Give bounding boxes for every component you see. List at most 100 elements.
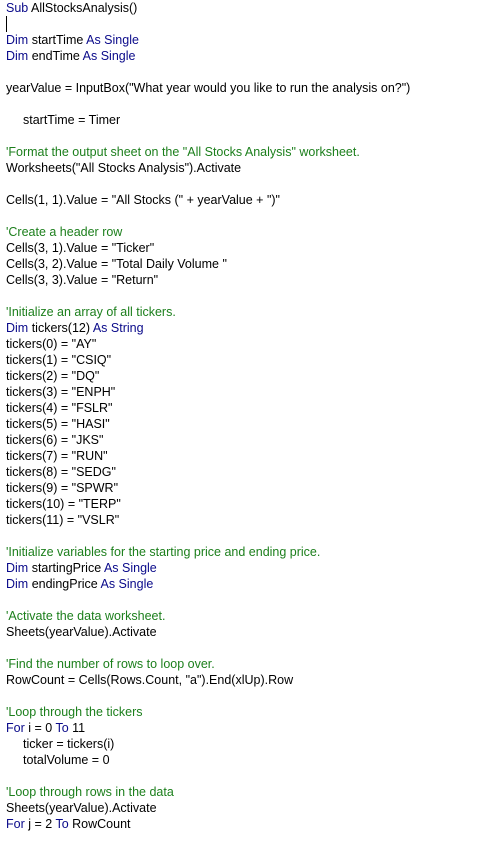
code-token: 11	[68, 721, 86, 735]
code-line[interactable]: tickers(6) = "JKS"	[6, 432, 484, 448]
code-line[interactable]: RowCount = Cells(Rows.Count, "a").End(xl…	[6, 672, 484, 688]
code-line[interactable]: 'Format the output sheet on the "All Sto…	[6, 144, 484, 160]
code-line[interactable]: Cells(3, 3).Value = "Return"	[6, 272, 484, 288]
blank-line[interactable]	[6, 768, 484, 784]
blank-line[interactable]	[6, 128, 484, 144]
blank-line[interactable]	[6, 688, 484, 704]
code-line[interactable]: 'Create a header row	[6, 224, 484, 240]
code-line[interactable]: Sheets(yearValue).Activate	[6, 624, 484, 640]
code-token: startingPrice	[28, 561, 104, 575]
blank-line[interactable]	[6, 288, 484, 304]
comment-token: 'Create a header row	[6, 225, 123, 239]
keyword-token: Dim	[6, 577, 29, 591]
code-line[interactable]: For j = 2 To RowCount	[6, 816, 484, 832]
blank-line[interactable]	[6, 16, 484, 32]
blank-line[interactable]	[6, 96, 484, 112]
code-line[interactable]: Cells(1, 1).Value = "All Stocks (" + yea…	[6, 192, 484, 208]
code-token: Sheets(yearValue).Activate	[6, 625, 157, 639]
code-line[interactable]: 'Initialize an array of all tickers.	[6, 304, 484, 320]
code-token: tickers(2) = "DQ"	[6, 369, 100, 383]
blank-line[interactable]	[6, 176, 484, 192]
code-line[interactable]: tickers(11) = "VSLR"	[6, 512, 484, 528]
code-line[interactable]: tickers(2) = "DQ"	[6, 368, 484, 384]
code-line[interactable]: Cells(3, 2).Value = "Total Daily Volume …	[6, 256, 484, 272]
code-token: tickers(4) = "FSLR"	[6, 401, 113, 415]
comment-token: 'Format the output sheet on the "All Sto…	[6, 145, 360, 159]
code-token: tickers(0) = "AY"	[6, 337, 97, 351]
blank-line[interactable]	[6, 208, 484, 224]
code-token: Sheets(yearValue).Activate	[6, 801, 157, 815]
code-line[interactable]: 'Loop through the tickers	[6, 704, 484, 720]
code-token: tickers(5) = "HASI"	[6, 417, 110, 431]
code-lines[interactable]: Sub AllStocksAnalysis() Dim startTime As …	[6, 0, 484, 832]
code-line[interactable]: tickers(7) = "RUN"	[6, 448, 484, 464]
code-token: AllStocksAnalysis()	[28, 1, 138, 15]
comment-token: 'Loop through rows in the data	[6, 785, 174, 799]
blank-line[interactable]	[6, 528, 484, 544]
code-line[interactable]: tickers(10) = "TERP"	[6, 496, 484, 512]
code-line[interactable]: Sub AllStocksAnalysis()	[6, 0, 484, 16]
code-token: Cells(3, 1).Value = "Ticker"	[6, 241, 155, 255]
code-line[interactable]: tickers(9) = "SPWR"	[6, 480, 484, 496]
keyword-token: Sub	[6, 1, 29, 15]
code-token: tickers(10) = "TERP"	[6, 497, 121, 511]
code-token: startTime	[28, 33, 87, 47]
keyword-token: Dim	[6, 49, 29, 63]
code-line[interactable]: totalVolume = 0	[6, 752, 484, 768]
keyword-token: To	[55, 817, 69, 831]
keyword-token: Dim	[6, 561, 29, 575]
code-line[interactable]: Dim endingPrice As Single	[6, 576, 484, 592]
keyword-token: To	[55, 721, 69, 735]
code-token: tickers(7) = "RUN"	[6, 449, 108, 463]
code-token: RowCount = Cells(Rows.Count, "a").End(xl…	[6, 673, 294, 687]
code-token: tickers(3) = "ENPH"	[6, 385, 116, 399]
code-line[interactable]: Dim startingPrice As Single	[6, 560, 484, 576]
code-line[interactable]: Dim endTime As Single	[6, 48, 484, 64]
keyword-token: Dim	[6, 321, 29, 335]
code-token: yearValue = InputBox("What year would yo…	[6, 81, 411, 95]
keyword-token: Dim	[6, 33, 29, 47]
code-line[interactable]: 'Loop through rows in the data	[6, 784, 484, 800]
code-line[interactable]: yearValue = InputBox("What year would yo…	[6, 80, 484, 96]
keyword-token: As Single	[86, 33, 139, 47]
code-line[interactable]: ticker = tickers(i)	[6, 736, 484, 752]
keyword-token: As String	[92, 321, 144, 335]
code-line[interactable]: tickers(0) = "AY"	[6, 336, 484, 352]
code-line[interactable]: tickers(5) = "HASI"	[6, 416, 484, 432]
code-line[interactable]: Dim startTime As Single	[6, 32, 484, 48]
code-line[interactable]: Cells(3, 1).Value = "Ticker"	[6, 240, 484, 256]
code-line[interactable]: tickers(1) = "CSIQ"	[6, 352, 484, 368]
code-line[interactable]: startTime = Timer	[6, 112, 484, 128]
code-token: endingPrice	[28, 577, 101, 591]
code-line[interactable]: 'Initialize variables for the starting p…	[6, 544, 484, 560]
code-token: tickers(6) = "JKS"	[6, 433, 104, 447]
keyword-token: As Single	[103, 561, 157, 575]
code-token: tickers(8) = "SEDG"	[6, 465, 116, 479]
blank-line[interactable]	[6, 64, 484, 80]
code-token: RowCount	[68, 817, 131, 831]
comment-token: 'Initialize variables for the starting p…	[6, 545, 321, 559]
comment-token: 'Loop through the tickers	[6, 705, 143, 719]
code-token: tickers(12)	[28, 321, 93, 335]
comment-token: 'Find the number of rows to loop over.	[6, 657, 215, 671]
code-line[interactable]: For i = 0 To 11	[6, 720, 484, 736]
keyword-token: For	[6, 721, 25, 735]
code-token: startTime = Timer	[23, 113, 121, 127]
code-token: j = 2	[24, 817, 56, 831]
code-token: ticker = tickers(i)	[23, 737, 115, 751]
blank-line[interactable]	[6, 592, 484, 608]
code-line[interactable]: tickers(4) = "FSLR"	[6, 400, 484, 416]
code-token: totalVolume = 0	[23, 753, 110, 767]
blank-line[interactable]	[6, 640, 484, 656]
code-token: Worksheets("All Stocks Analysis").Activa…	[6, 161, 242, 175]
code-line[interactable]: Sheets(yearValue).Activate	[6, 800, 484, 816]
keyword-token: As Single	[100, 577, 154, 591]
code-line[interactable]: tickers(8) = "SEDG"	[6, 464, 484, 480]
code-token: tickers(9) = "SPWR"	[6, 481, 119, 495]
code-line[interactable]: Worksheets("All Stocks Analysis").Activa…	[6, 160, 484, 176]
code-line[interactable]: tickers(3) = "ENPH"	[6, 384, 484, 400]
code-line[interactable]: 'Find the number of rows to loop over.	[6, 656, 484, 672]
code-line[interactable]: Dim tickers(12) As String	[6, 320, 484, 336]
code-line[interactable]: 'Activate the data worksheet.	[6, 608, 484, 624]
